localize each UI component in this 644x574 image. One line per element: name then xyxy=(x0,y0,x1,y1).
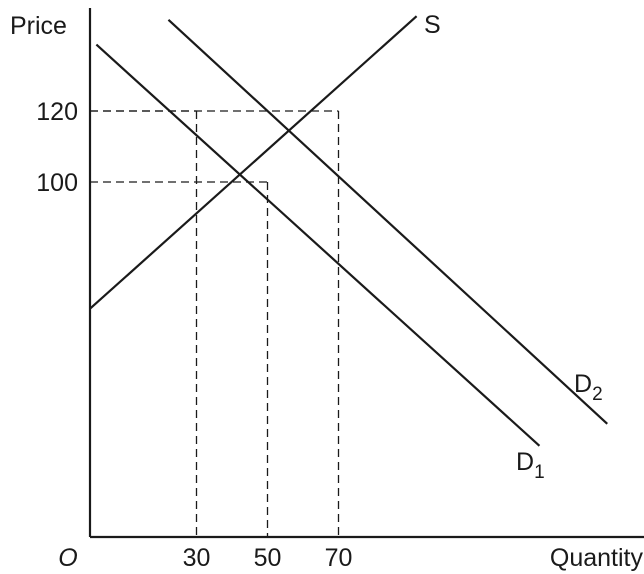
curve-label-s: S xyxy=(424,11,441,39)
curve-label-d2: D2 xyxy=(574,370,603,405)
curve-subscript-d2: 2 xyxy=(592,384,603,405)
curve-subscript-d1: 1 xyxy=(534,462,545,483)
y-tick-label-100: 100 xyxy=(36,169,78,197)
x-tick-label-70: 70 xyxy=(325,544,353,572)
axes xyxy=(88,8,644,539)
y-tick-label-120: 120 xyxy=(36,98,78,126)
curve-s xyxy=(89,15,418,310)
origin-label: O xyxy=(58,544,77,572)
curve-label-d1: D1 xyxy=(516,448,545,483)
curve-d1 xyxy=(95,43,541,447)
labels: Price Quantity O xyxy=(10,12,643,572)
y-axis-title: Price xyxy=(10,12,67,40)
curves: S D1 D2 xyxy=(89,11,608,483)
curve-d2 xyxy=(167,18,608,425)
guide-lines xyxy=(90,110,340,537)
x-axis-title: Quantity xyxy=(550,544,644,572)
tick-labels: 30 50 70 100 120 xyxy=(36,98,352,572)
x-tick-label-50: 50 xyxy=(254,544,282,572)
x-tick-label-30: 30 xyxy=(183,544,211,572)
